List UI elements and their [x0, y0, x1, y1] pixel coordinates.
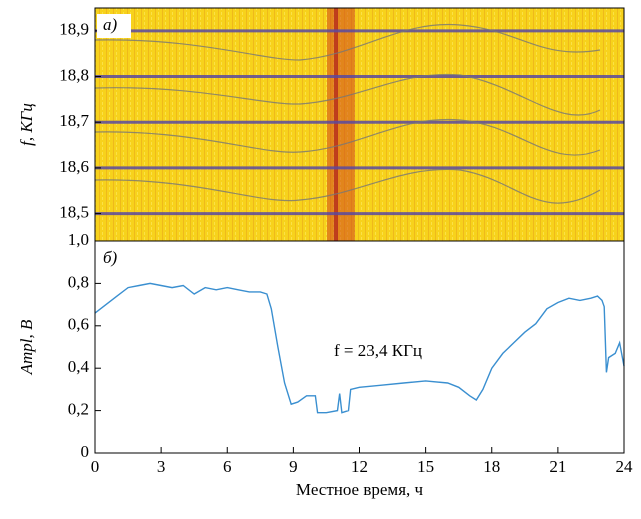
y-tick-label: 0,6: [68, 315, 89, 334]
trace: [94, 118, 601, 156]
annotation: f = 23,4 КГц: [334, 341, 422, 360]
panel-label: а): [103, 15, 118, 34]
x-tick-label: 6: [223, 457, 232, 476]
y-axis-label: f, КГц: [17, 103, 36, 146]
noise-band: [327, 8, 355, 241]
signal-line: [94, 282, 625, 414]
trace: [94, 73, 601, 116]
panel-label-bg: [97, 14, 131, 38]
trace: [94, 23, 601, 61]
y-tick-label: 18,6: [59, 157, 89, 176]
x-tick-label: 21: [549, 457, 566, 476]
spectrogram-background: [95, 8, 624, 241]
y-tick-label: 18,5: [59, 202, 89, 221]
x-axis-label: Местное время, ч: [296, 480, 424, 499]
noise-band: [334, 8, 338, 241]
y-tick-label: 0,8: [68, 272, 89, 291]
y-tick-label: 0,2: [68, 400, 89, 419]
x-tick-label: 24: [616, 457, 634, 476]
y-tick-label: 18,7: [59, 111, 89, 130]
y-axis-label: Ampl, В: [17, 319, 36, 375]
y-tick-label: 18,8: [59, 65, 89, 84]
x-tick-label: 0: [91, 457, 100, 476]
x-tick-label: 3: [157, 457, 166, 476]
y-tick-label: 0,4: [68, 357, 90, 376]
x-tick-label: 18: [483, 457, 500, 476]
panel-label: б): [103, 248, 118, 267]
x-tick-label: 12: [351, 457, 368, 476]
x-tick-label: 9: [289, 457, 298, 476]
plot-frame: [94, 240, 625, 454]
y-tick-label: 1,0: [68, 230, 89, 249]
y-tick-label: 18,9: [59, 20, 89, 39]
x-tick-label: 15: [417, 457, 434, 476]
trace: [94, 168, 601, 204]
y-tick-label: 0: [81, 442, 90, 461]
